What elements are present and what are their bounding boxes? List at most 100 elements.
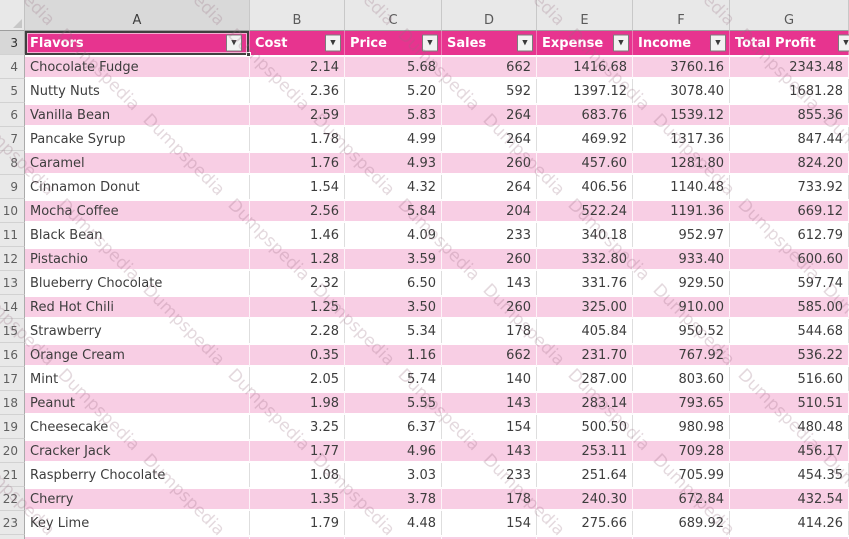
cell-expense[interactable]: 457.60 (537, 151, 633, 175)
cell-cost[interactable]: 2.36 (250, 79, 345, 103)
cell-price[interactable]: 4.32 (345, 175, 442, 199)
cell-sales[interactable]: 260 (442, 295, 537, 319)
cell-sales[interactable]: 264 (442, 103, 537, 127)
cell-flavor[interactable]: Pistachio (25, 247, 250, 271)
fill-handle[interactable] (246, 52, 251, 57)
cell-income[interactable]: 672.84 (633, 487, 730, 511)
cell-sales[interactable]: 264 (442, 175, 537, 199)
cell-flavor[interactable]: Vanilla Bean (25, 103, 250, 127)
cell-expense[interactable]: 1397.12 (537, 79, 633, 103)
cell-profit[interactable]: 585.00 (730, 295, 849, 319)
cell-profit[interactable]: 456.17 (730, 439, 849, 463)
header-cell-sales[interactable]: Sales ▼ (442, 31, 537, 55)
cell-sales[interactable]: 154 (442, 511, 537, 535)
cell-income[interactable]: 980.98 (633, 415, 730, 439)
cell-income[interactable]: 1191.36 (633, 199, 730, 223)
filter-button-flavors[interactable]: ▼ (226, 34, 242, 52)
column-letter-header[interactable]: A (25, 0, 250, 31)
cell-price[interactable]: 4.93 (345, 151, 442, 175)
cell-cost[interactable]: 2.05 (250, 367, 345, 391)
cell-cost[interactable]: 1.76 (250, 151, 345, 175)
cell-profit[interactable]: 600.60 (730, 247, 849, 271)
cell-sales[interactable]: 260 (442, 151, 537, 175)
cell-flavor[interactable]: Blueberry Chocolate (25, 271, 250, 295)
row-header-3[interactable]: 3 (0, 31, 25, 55)
cell-sales[interactable]: 143 (442, 271, 537, 295)
row-header[interactable]: 17 (0, 367, 25, 391)
cell-income[interactable]: 3760.16 (633, 55, 730, 79)
cell-price[interactable]: 3.50 (345, 295, 442, 319)
cell-income[interactable]: 1539.12 (633, 103, 730, 127)
cell-income[interactable]: 767.92 (633, 343, 730, 367)
cell-income[interactable]: 1317.36 (633, 127, 730, 151)
cell-income[interactable]: 1140.48 (633, 175, 730, 199)
cell-sales[interactable]: 662 (442, 55, 537, 79)
row-header[interactable]: 13 (0, 271, 25, 295)
cell-profit[interactable]: 432.54 (730, 487, 849, 511)
cell-profit[interactable]: 1681.28 (730, 79, 849, 103)
cell-flavor[interactable]: Orange Cream (25, 343, 250, 367)
cell-flavor[interactable]: Chocolate Fudge (25, 55, 250, 79)
cell-expense[interactable]: 500.50 (537, 415, 633, 439)
cell-profit[interactable]: 2343.48 (730, 55, 849, 79)
cell-income[interactable]: 3078.40 (633, 79, 730, 103)
cell-profit[interactable]: 516.60 (730, 367, 849, 391)
cell-expense[interactable]: 406.56 (537, 175, 633, 199)
cell-price[interactable]: 5.74 (345, 367, 442, 391)
cell-price[interactable]: 5.55 (345, 391, 442, 415)
cell-sales[interactable] (442, 535, 537, 539)
cell-income[interactable]: 793.65 (633, 391, 730, 415)
row-header[interactable]: 9 (0, 175, 25, 199)
cell-price[interactable]: 4.99 (345, 127, 442, 151)
row-header[interactable]: 21 (0, 463, 25, 487)
cell-sales[interactable]: 264 (442, 127, 537, 151)
cell-expense[interactable] (537, 535, 633, 539)
filter-button-expense[interactable]: ▼ (613, 34, 629, 52)
cell-price[interactable] (345, 535, 442, 539)
cell-cost[interactable]: 1.25 (250, 295, 345, 319)
cell-expense[interactable]: 1416.68 (537, 55, 633, 79)
column-letter-header[interactable]: B (250, 0, 345, 31)
cell-flavor[interactable]: Cracker Jack (25, 439, 250, 463)
cell-income[interactable] (633, 535, 730, 539)
cell-flavor[interactable]: Cherry (25, 487, 250, 511)
cell-flavor[interactable]: Mint (25, 367, 250, 391)
cell-flavor[interactable]: Pancake Syrup (25, 127, 250, 151)
filter-button-total-profit[interactable]: ▼ (838, 34, 849, 52)
cell-price[interactable]: 5.83 (345, 103, 442, 127)
cell-flavor[interactable]: Red Hot Chili (25, 295, 250, 319)
column-letter-header[interactable]: D (442, 0, 537, 31)
cell-flavor[interactable]: Cheesecake (25, 415, 250, 439)
cell-expense[interactable]: 275.66 (537, 511, 633, 535)
cell-cost[interactable] (250, 535, 345, 539)
cell-cost[interactable]: 1.35 (250, 487, 345, 511)
row-header[interactable]: 7 (0, 127, 25, 151)
column-letter-header[interactable]: C (345, 0, 442, 31)
cell-cost[interactable]: 1.08 (250, 463, 345, 487)
cell-expense[interactable]: 522.24 (537, 199, 633, 223)
cell-price[interactable]: 3.03 (345, 463, 442, 487)
cell-expense[interactable]: 240.30 (537, 487, 633, 511)
cell-sales[interactable]: 233 (442, 223, 537, 247)
row-header[interactable]: 4 (0, 55, 25, 79)
filter-button-cost[interactable]: ▼ (325, 34, 341, 52)
cell-income[interactable]: 950.52 (633, 319, 730, 343)
cell-cost[interactable]: 1.28 (250, 247, 345, 271)
filter-button-sales[interactable]: ▼ (517, 34, 533, 52)
cell-expense[interactable]: 405.84 (537, 319, 633, 343)
cell-flavor[interactable]: Strawberry (25, 319, 250, 343)
cell-flavor[interactable]: Peanut (25, 391, 250, 415)
row-header[interactable]: 23 (0, 511, 25, 535)
cell-income[interactable]: 1281.80 (633, 151, 730, 175)
cell-expense[interactable]: 251.64 (537, 463, 633, 487)
cell-cost[interactable]: 1.77 (250, 439, 345, 463)
select-all-corner[interactable] (0, 0, 25, 31)
cell-price[interactable]: 3.59 (345, 247, 442, 271)
row-header[interactable]: 11 (0, 223, 25, 247)
cell-flavor[interactable]: Caramel (25, 151, 250, 175)
header-cell-total-profit[interactable]: Total Profit ▼ (730, 31, 849, 55)
cell-profit[interactable]: 480.48 (730, 415, 849, 439)
row-header[interactable]: 6 (0, 103, 25, 127)
header-cell-flavors[interactable]: Flavors ▼ (25, 31, 251, 57)
cell-income[interactable]: 933.40 (633, 247, 730, 271)
